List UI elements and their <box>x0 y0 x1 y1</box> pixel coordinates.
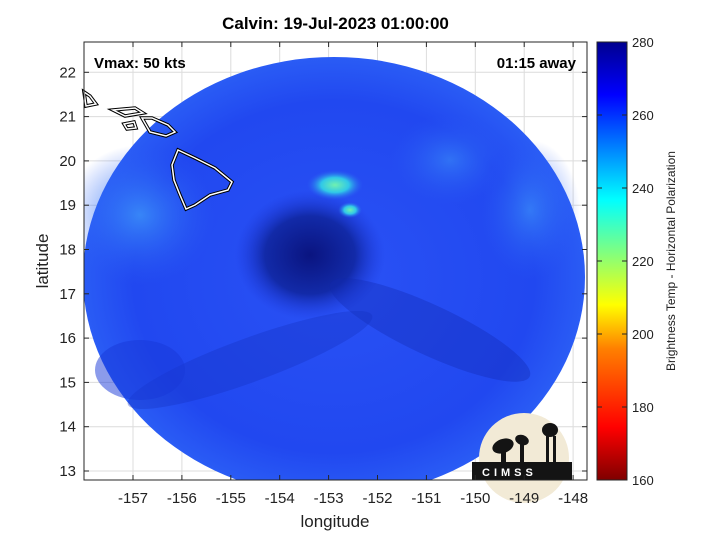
colorbar-tick-label: 220 <box>632 254 654 269</box>
y-tick-label: 22 <box>59 64 76 81</box>
x-tick-label: -151 <box>411 490 441 507</box>
colorbar-tick-label: 280 <box>632 35 654 50</box>
x-tick-label: -153 <box>314 490 344 507</box>
x-tick-label: -148 <box>558 490 588 507</box>
y-tick-group: 13 14 15 16 17 18 19 20 21 22 <box>59 64 587 480</box>
cimss-logo-text: CIMSS <box>482 467 537 479</box>
time-away-annotation: 01:15 away <box>497 55 577 72</box>
y-tick-label: 19 <box>59 197 76 214</box>
y-tick-label: 13 <box>59 463 76 480</box>
y-axis-label: latitude <box>33 234 52 289</box>
colorbar-tick-group: 160 180 200 220 240 260 280 <box>597 35 654 488</box>
colorbar-tick-label: 200 <box>632 327 654 342</box>
colorbar-tick-label: 260 <box>632 108 654 123</box>
coastline-highlight <box>83 90 233 210</box>
colorbar-tick-label: 240 <box>632 181 654 196</box>
colorbar-tick-label: 160 <box>632 473 654 488</box>
x-tick-label: -149 <box>509 490 539 507</box>
x-tick-label: -154 <box>265 490 295 507</box>
x-axis-label: longitude <box>300 512 369 531</box>
x-tick-label: -152 <box>362 490 392 507</box>
y-tick-label: 16 <box>59 330 76 347</box>
x-tick-label: -157 <box>118 490 148 507</box>
x-tick-label: -155 <box>216 490 246 507</box>
x-tick-group: -157 -156 -155 -154 -153 -152 -151 -150 -149 -148 <box>118 42 588 507</box>
axes-frame <box>83 41 588 481</box>
y-tick-label: 17 <box>59 286 76 303</box>
vmax-annotation: Vmax: 50 kts <box>94 55 186 72</box>
colorbar-tick-label: 180 <box>632 400 654 415</box>
y-tick-label: 18 <box>59 242 76 259</box>
y-tick-label: 14 <box>59 419 76 436</box>
brightness-temp-swath <box>84 57 585 480</box>
y-tick-label: 20 <box>59 153 76 170</box>
y-tick-label: 21 <box>59 109 76 126</box>
chart-title: Calvin: 19-Jul-2023 01:00:00 <box>222 14 449 33</box>
y-tick-label: 15 <box>59 374 76 391</box>
colorbar-label: Brightness Temp - Horizontal Polarizatio… <box>664 151 678 371</box>
x-tick-label: -156 <box>167 490 197 507</box>
x-tick-label: -150 <box>460 490 490 507</box>
